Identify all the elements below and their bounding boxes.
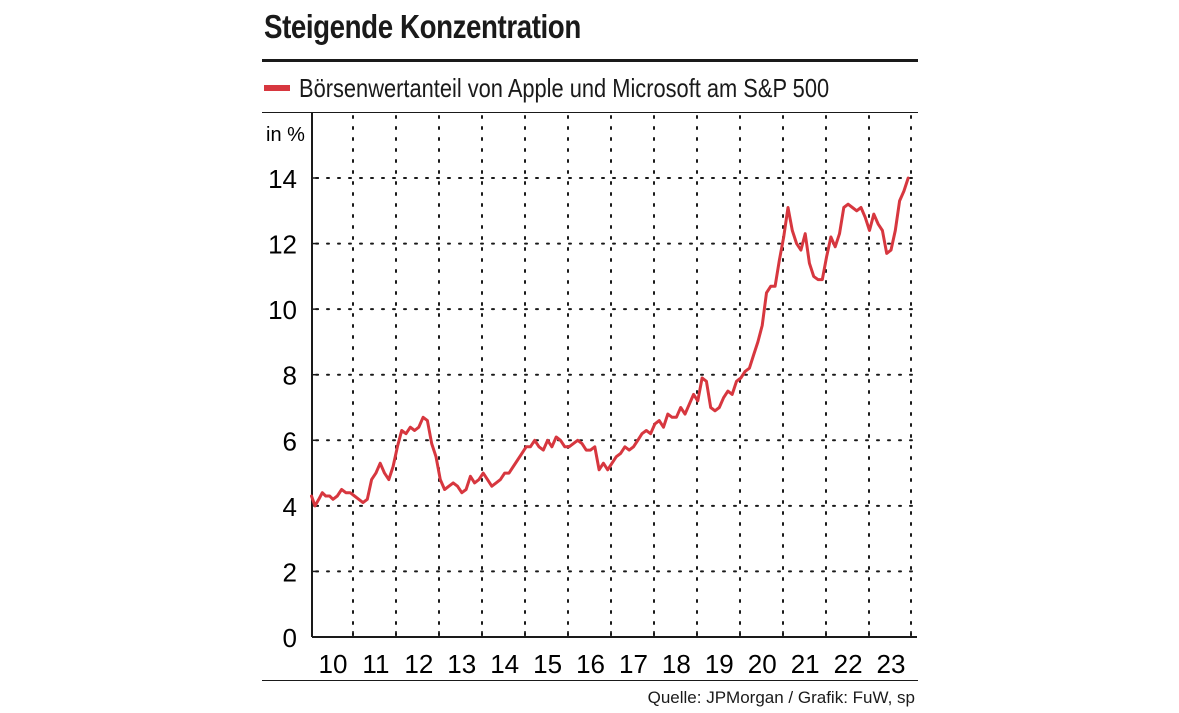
y-tick-label: 14 <box>268 164 297 194</box>
y-tick-label: 4 <box>283 492 297 522</box>
source-note: Quelle: JPMorgan / Grafik: FuW, sp <box>647 688 915 707</box>
x-tick-label: 11 <box>362 649 389 679</box>
y-tick-label: 10 <box>268 295 297 325</box>
y-tick-label: 8 <box>283 361 297 391</box>
x-tick-label: 14 <box>490 649 519 679</box>
x-tick-labels: 10 11 12 13 14 15 16 17 18 19 20 21 22 23 <box>319 649 906 679</box>
footer-rule <box>262 680 918 681</box>
y-tick-label: 0 <box>283 623 297 653</box>
x-tick-label: 13 <box>447 649 476 679</box>
legend-rule <box>262 112 918 113</box>
x-tick-label: 17 <box>619 649 648 679</box>
chart-title: Steigende Konzentration <box>264 8 581 45</box>
x-tick-label: 10 <box>319 649 348 679</box>
x-tick-label: 15 <box>533 649 562 679</box>
axes <box>311 112 917 638</box>
title-rule <box>262 59 918 62</box>
y-tick-label: 6 <box>283 426 297 456</box>
y-axis-unit: in % <box>266 124 305 146</box>
y-tick-label: 2 <box>283 557 297 587</box>
gridlines <box>315 115 918 638</box>
legend: Börsenwertanteil von Apple und Microsoft… <box>264 71 930 105</box>
x-tick-label: 22 <box>834 649 863 679</box>
x-tick-label: 18 <box>662 649 691 679</box>
legend-label: Börsenwertanteil von Apple und Microsoft… <box>299 72 830 103</box>
y-tick-label: 12 <box>268 230 297 260</box>
x-tick-label: 23 <box>877 649 906 679</box>
x-tick-label: 20 <box>748 649 777 679</box>
series-line-apple-microsoft <box>310 176 910 508</box>
legend-swatch <box>264 85 290 91</box>
x-tick-label: 12 <box>404 649 433 679</box>
x-tick-label: 16 <box>576 649 605 679</box>
x-tick-label: 21 <box>791 649 820 679</box>
x-tick-label: 19 <box>705 649 734 679</box>
y-tick-labels: 0 2 4 6 8 10 12 14 <box>268 164 297 653</box>
